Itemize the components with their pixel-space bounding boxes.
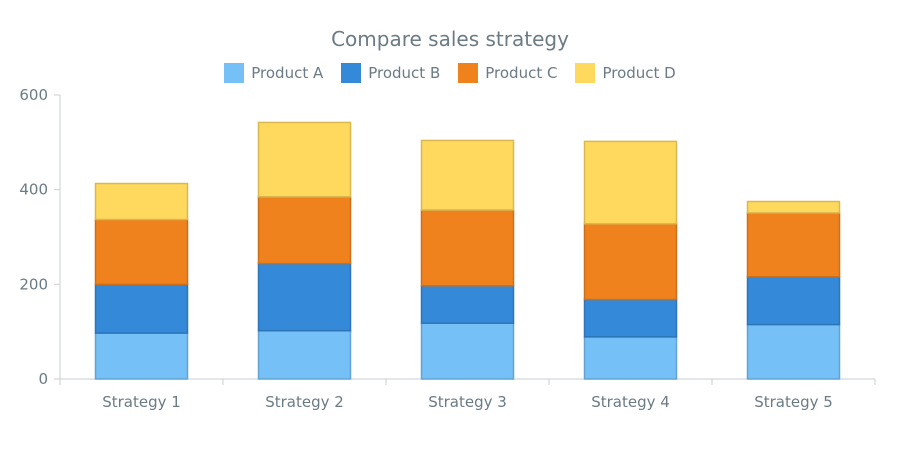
bar-segment <box>257 329 352 380</box>
bar-segment <box>746 200 841 214</box>
legend-item-product-a[interactable]: Product A <box>224 63 323 83</box>
legend-label: Product B <box>368 64 441 82</box>
bar-segment <box>420 322 515 380</box>
legend-item-product-c[interactable]: Product C <box>458 63 557 83</box>
y-tick-label: 0 <box>38 370 48 388</box>
x-tick-label: Strategy 3 <box>428 393 507 411</box>
bar-segment <box>257 196 352 265</box>
bar-segment <box>420 285 515 324</box>
y-tick-label: 400 <box>19 181 48 199</box>
legend: Product A Product B Product C Product D <box>0 63 900 83</box>
y-tick-label: 600 <box>19 86 48 104</box>
legend-item-product-b[interactable]: Product B <box>341 63 440 83</box>
bar-segment <box>257 121 352 198</box>
legend-label: Product C <box>485 64 558 82</box>
bar-segment <box>94 182 189 221</box>
legend-item-product-d[interactable]: Product D <box>575 63 676 83</box>
bar-segment <box>583 298 678 338</box>
legend-label: Product A <box>251 64 324 82</box>
bar-segment <box>420 139 515 211</box>
x-tick-label: Strategy 1 <box>102 393 181 411</box>
bar-segment <box>746 276 841 326</box>
bar-segment <box>94 332 189 380</box>
x-tick-label: Strategy 5 <box>754 393 833 411</box>
x-tick-label: Strategy 4 <box>591 393 670 411</box>
legend-swatch <box>458 63 479 83</box>
bar-segment <box>257 262 352 332</box>
legend-swatch <box>575 63 596 83</box>
bar-segment <box>746 323 841 380</box>
legend-label: Product D <box>602 64 676 82</box>
bar-segment <box>583 140 678 225</box>
x-tick-label: Strategy 2 <box>265 393 344 411</box>
bar-segment <box>583 336 678 380</box>
bar-segment <box>746 212 841 278</box>
legend-swatch <box>224 63 245 83</box>
legend-swatch <box>341 63 362 83</box>
y-tick-label: 200 <box>19 275 48 293</box>
chart-title: Compare sales strategy <box>331 27 569 51</box>
bar-segment <box>583 222 678 301</box>
bar-segment <box>94 283 189 334</box>
bar-segment <box>94 218 189 286</box>
bar-segment <box>420 209 515 287</box>
